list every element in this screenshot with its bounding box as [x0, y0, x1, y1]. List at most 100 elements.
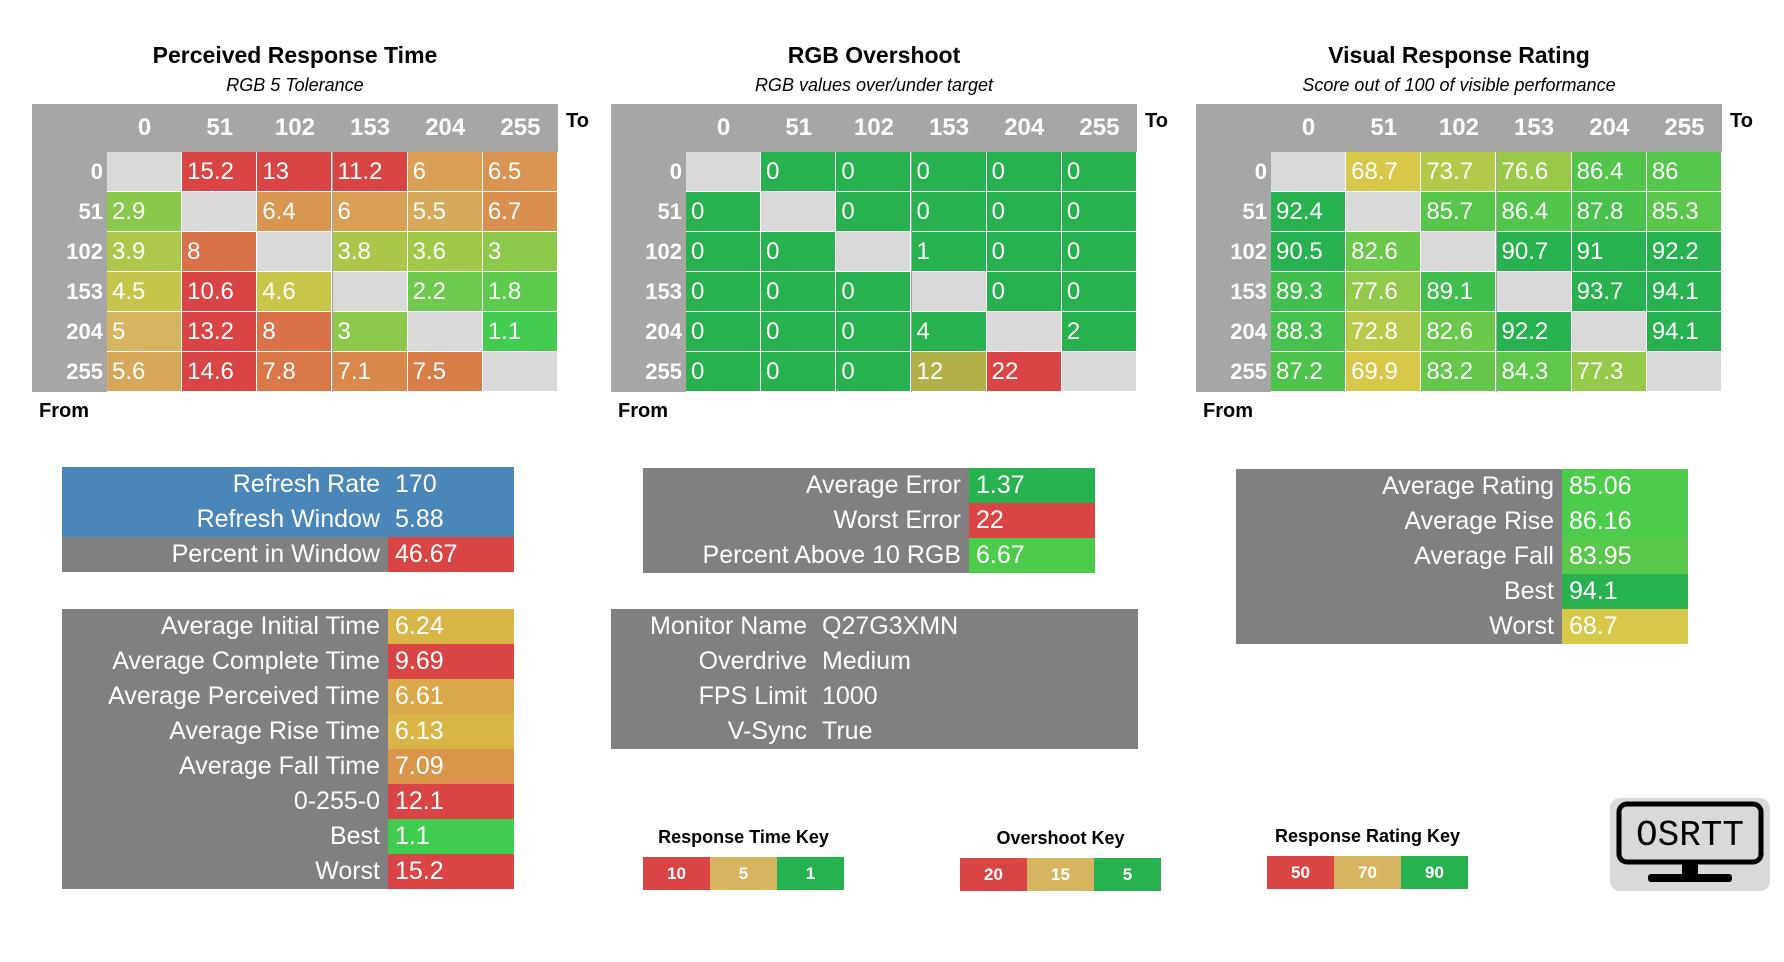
heatmap-cell: 0 [1061, 272, 1137, 312]
row-header: 204 [645, 319, 682, 344]
column-header: 153 [350, 114, 391, 141]
heatmap-cell: 0 [686, 192, 762, 232]
stat-value: 170 [388, 467, 514, 502]
heatmap-cell: 0 [686, 272, 762, 312]
column-header: 204 [425, 114, 466, 141]
stat-row: Average Initial Time 6.24 [62, 609, 514, 644]
overshoot-stats-panel: Average Error 1.37 Worst Error 22 Percent Ab… [643, 468, 1095, 573]
stat-row: V-Sync True [611, 714, 1138, 749]
heatmap-cell: 3 [482, 232, 558, 272]
row-header: 51 [657, 199, 682, 224]
row-header: 255 [1230, 359, 1267, 384]
stat-value: 6.67 [969, 538, 1095, 573]
stat-row: Best 94.1 [1236, 574, 1688, 609]
color-key-swatch: 50 [1267, 856, 1334, 889]
heatmap-cell: 3 [332, 312, 408, 352]
heatmap-cell: 6.5 [482, 152, 558, 192]
stat-value: 7.09 [388, 749, 514, 784]
heatmap-cell: 92.2 [1646, 232, 1722, 272]
heatmap-empty-cell [407, 312, 483, 352]
column-header: 204 [1589, 114, 1630, 141]
heatmap-cell: 0 [836, 312, 912, 352]
heatmap-cell: 0 [686, 232, 762, 272]
heatmap-cell: 22 [986, 352, 1062, 392]
row-header: 0 [669, 159, 682, 184]
column-header: 102 [853, 114, 894, 141]
heatmap-cell: 15.2 [182, 152, 258, 192]
row-header: 153 [66, 279, 103, 304]
column-header: 51 [206, 114, 234, 141]
heatmap-title: RGB Overshoot [787, 42, 961, 68]
stat-label: Refresh Rate [62, 467, 388, 502]
stat-value: 83.95 [1562, 539, 1688, 574]
column-header: 102 [274, 114, 315, 141]
heatmap-cell: 87.2 [1271, 352, 1347, 392]
rating-stats-panel: Average Rating 85.06 Average Rise 86.16 Aver… [1236, 469, 1688, 644]
heatmap-cell: 0 [1061, 152, 1137, 192]
heatmap-cell: 72.8 [1346, 312, 1422, 352]
heatmap-empty-cell [1496, 272, 1572, 312]
stat-row: Worst 68.7 [1236, 609, 1688, 644]
heatmap-cell: 1.1 [482, 312, 558, 352]
stat-row: 0-255-0 12.1 [62, 784, 514, 819]
stat-row: Refresh Rate 170 [62, 467, 514, 502]
heatmap-grid: 0 51 102 153 204 255 0 0 0 0 0 0 51 0 0 0 0 0 102 0 0 1 0 0 153 0… [611, 104, 1137, 392]
heatmap-cell: 4.5 [107, 272, 183, 312]
heatmap-cell: 0 [836, 152, 912, 192]
column-header: 0 [137, 114, 152, 141]
heatmap-cell: 1 [911, 232, 987, 272]
stat-value: 6.13 [388, 714, 514, 749]
heatmap-cell: 0 [761, 152, 837, 192]
heatmap-cell: 0 [1061, 192, 1137, 232]
color-key: Overshoot Key 20 15 5 [960, 828, 1161, 892]
stat-value: 94.1 [1562, 574, 1688, 609]
stat-value: 12.1 [388, 784, 514, 819]
heatmap-cell: 82.6 [1421, 312, 1497, 352]
column-header: 204 [1004, 114, 1045, 141]
heatmap-cell: 68.7 [1346, 152, 1422, 192]
heatmap-cell: 2.2 [407, 272, 483, 312]
response-time-stats-panel: Average Initial Time 6.24 Average Complete… [62, 609, 514, 889]
heatmap-cell: 89.1 [1421, 272, 1497, 312]
heatmap-empty-cell [986, 312, 1062, 352]
stat-value: 6.24 [388, 609, 514, 644]
heatmap-cell: 90.7 [1496, 232, 1572, 272]
color-key-swatch: 90 [1401, 856, 1468, 889]
heatmap-empty-cell [1061, 352, 1137, 392]
heatmap-subtitle: RGB 5 Tolerance [226, 75, 364, 95]
heatmap-cell: 0 [986, 152, 1062, 192]
heatmap-cell: 4.6 [257, 272, 333, 312]
heatmap-empty-cell [1571, 312, 1647, 352]
row-header: 255 [66, 359, 103, 384]
stat-value: 5.88 [388, 502, 514, 537]
heatmap-cell: 83.2 [1421, 352, 1497, 392]
stat-label: Average Fall Time [62, 749, 388, 784]
row-header: 204 [66, 319, 103, 344]
to-axis-label: To [1730, 110, 1753, 132]
color-key: Response Time Key 10 5 1 [643, 827, 844, 891]
heatmap-cell: 7.8 [257, 352, 333, 392]
stat-label: Percent in Window [62, 537, 388, 572]
stat-label: Average Perceived Time [62, 679, 388, 714]
stat-label: Best [62, 819, 388, 854]
stat-value: 85.06 [1562, 469, 1688, 504]
stat-row: Worst Error 22 [643, 503, 1095, 538]
heatmap-cell: 86 [1646, 152, 1722, 192]
heatmap-cell: 12 [911, 352, 987, 392]
heatmap-cell: 0 [761, 312, 837, 352]
heatmap-cell: 92.4 [1271, 192, 1347, 232]
heatmap-cell: 8 [182, 232, 258, 272]
column-header: 102 [1438, 114, 1479, 141]
heatmap-cell: 88.3 [1271, 312, 1347, 352]
heatmap-empty-cell [1346, 192, 1422, 232]
heatmap-cell: 77.3 [1571, 352, 1647, 392]
heatmap-cell: 0 [836, 192, 912, 232]
heatmap-cell: 90.5 [1271, 232, 1347, 272]
row-header: 153 [1230, 279, 1267, 304]
stat-label: Worst [1236, 609, 1562, 644]
stat-label: V-Sync [611, 714, 815, 749]
row-header: 0 [1254, 159, 1267, 184]
heatmap-cell: 7.5 [407, 352, 483, 392]
heatmap-cell: 85.7 [1421, 192, 1497, 232]
heatmap-cell: 0 [986, 272, 1062, 312]
